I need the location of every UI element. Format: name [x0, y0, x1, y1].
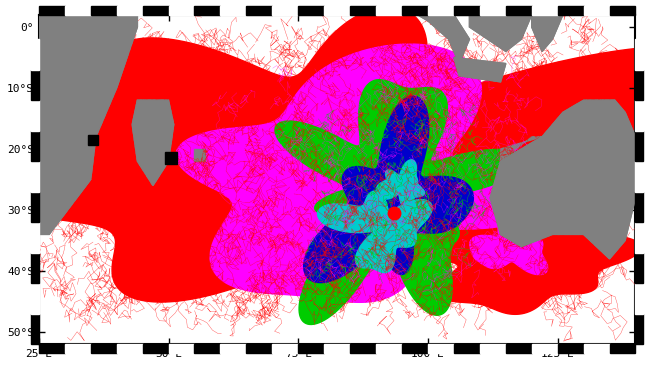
Bar: [117, 344, 143, 353]
Bar: [635, 100, 643, 131]
Bar: [91, 5, 117, 15]
Bar: [143, 5, 169, 15]
Polygon shape: [532, 3, 563, 51]
Bar: [273, 5, 299, 15]
Bar: [376, 5, 402, 15]
Polygon shape: [304, 96, 473, 283]
Bar: [557, 5, 583, 15]
Bar: [402, 344, 428, 353]
Bar: [350, 344, 376, 353]
Bar: [169, 344, 195, 353]
Polygon shape: [176, 44, 535, 302]
Bar: [65, 5, 91, 15]
Polygon shape: [402, 0, 469, 64]
Bar: [635, 192, 643, 222]
Bar: [169, 5, 195, 15]
Bar: [31, 253, 39, 283]
Bar: [635, 222, 643, 253]
Polygon shape: [195, 149, 205, 161]
Polygon shape: [39, 0, 174, 234]
Bar: [635, 161, 643, 192]
Bar: [428, 344, 454, 353]
Polygon shape: [421, 206, 641, 314]
Polygon shape: [454, 57, 506, 82]
Bar: [506, 5, 532, 15]
Bar: [609, 5, 635, 15]
Polygon shape: [469, 3, 532, 51]
Bar: [480, 344, 506, 353]
Polygon shape: [532, 3, 563, 51]
Bar: [583, 344, 609, 353]
Bar: [609, 344, 635, 353]
Polygon shape: [132, 100, 174, 186]
Bar: [635, 314, 643, 344]
Bar: [117, 5, 143, 15]
Bar: [480, 5, 506, 15]
Bar: [195, 344, 221, 353]
Bar: [635, 283, 643, 314]
Polygon shape: [470, 213, 548, 274]
Bar: [324, 5, 350, 15]
Bar: [506, 344, 532, 353]
Bar: [31, 283, 39, 314]
Bar: [454, 344, 480, 353]
Bar: [428, 5, 454, 15]
Bar: [454, 5, 480, 15]
Bar: [635, 131, 643, 161]
Bar: [39, 344, 65, 353]
Bar: [557, 344, 583, 353]
Bar: [31, 39, 39, 70]
Bar: [532, 5, 557, 15]
Bar: [31, 192, 39, 222]
Bar: [221, 5, 247, 15]
Bar: [195, 5, 221, 15]
Bar: [31, 131, 39, 161]
Bar: [635, 39, 643, 70]
Polygon shape: [317, 191, 432, 273]
Bar: [31, 314, 39, 344]
Bar: [247, 344, 273, 353]
Bar: [532, 344, 557, 353]
Polygon shape: [275, 80, 524, 325]
Polygon shape: [454, 57, 506, 82]
Bar: [39, 5, 65, 15]
Polygon shape: [469, 3, 532, 51]
Polygon shape: [376, 160, 424, 210]
Bar: [324, 344, 350, 353]
Polygon shape: [132, 100, 174, 186]
Bar: [31, 161, 39, 192]
Bar: [299, 344, 324, 353]
Bar: [31, 222, 39, 253]
Polygon shape: [0, 7, 649, 302]
Bar: [91, 344, 117, 353]
Polygon shape: [500, 137, 542, 161]
Polygon shape: [402, 0, 469, 64]
Bar: [221, 344, 247, 353]
Bar: [273, 344, 299, 353]
Bar: [350, 5, 376, 15]
Bar: [143, 344, 169, 353]
Bar: [31, 70, 39, 100]
Polygon shape: [490, 100, 635, 259]
Bar: [247, 5, 273, 15]
Bar: [31, 100, 39, 131]
Polygon shape: [490, 100, 635, 259]
Bar: [583, 5, 609, 15]
Bar: [65, 344, 91, 353]
Bar: [635, 253, 643, 283]
Bar: [402, 5, 428, 15]
Polygon shape: [39, 0, 174, 234]
Bar: [635, 70, 643, 100]
Bar: [299, 5, 324, 15]
Bar: [376, 344, 402, 353]
